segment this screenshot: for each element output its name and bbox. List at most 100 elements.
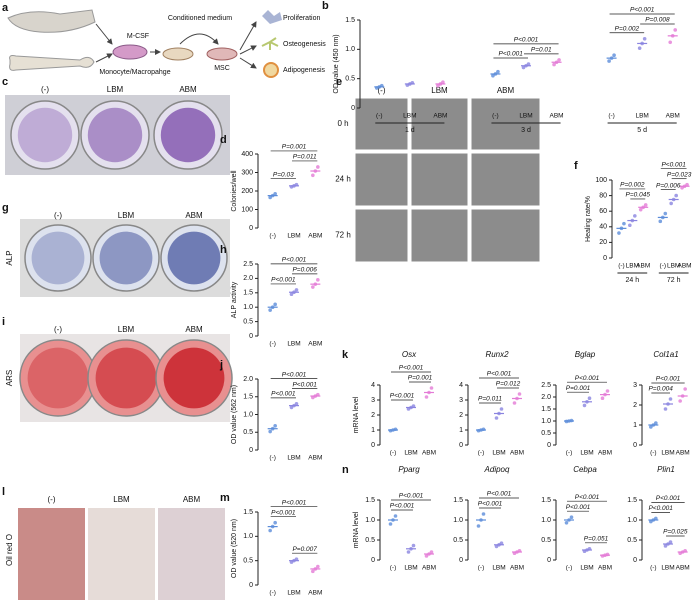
data-point — [678, 399, 682, 403]
dish — [112, 44, 148, 60]
data-point — [499, 407, 504, 411]
chart-title: Runx2 — [485, 350, 509, 359]
data-point — [663, 544, 668, 548]
data-point — [273, 520, 277, 525]
p-value: P=0.006 — [292, 267, 317, 274]
y-tick-label: 60 — [599, 208, 607, 215]
x-tick-label: ABM — [550, 113, 564, 120]
x-tick-label: LBM — [667, 263, 680, 270]
group-label: 1 d — [405, 127, 415, 134]
side-label: ARS — [5, 370, 14, 386]
y-tick-label: 2 — [371, 412, 375, 419]
arrow — [239, 57, 257, 69]
x-tick-label: (-) — [618, 263, 625, 270]
group-label: 24 h — [626, 277, 640, 284]
data-point — [406, 550, 411, 554]
p-value: P=0.051 — [584, 536, 609, 543]
y-axis-label: Healing rate/% — [585, 196, 592, 242]
data-point — [273, 191, 277, 196]
y-tick-label: 0.5 — [541, 537, 551, 544]
data-point — [481, 512, 486, 516]
chart-title: Col1a1 — [653, 350, 678, 359]
y-tick-label: 0.5 — [541, 430, 551, 437]
micrograph — [18, 508, 85, 600]
y-tick-label: 100 — [241, 206, 253, 213]
x-tick-label: (-) — [390, 565, 397, 572]
p-value: P<0.001 — [478, 501, 503, 508]
x-tick-label: (-) — [269, 341, 276, 348]
y-tick-label: 200 — [241, 188, 253, 195]
p-value: P=0.011 — [478, 396, 502, 403]
data-point — [393, 514, 398, 518]
well-stain — [167, 231, 221, 285]
data-point — [668, 540, 673, 544]
x-tick-label: LBM — [287, 455, 300, 462]
y-tick-label: 100 — [595, 177, 607, 184]
arrow — [179, 33, 219, 45]
y-axis-label: OD value (450 nm) — [333, 34, 340, 93]
y-axis-label: mRNA level — [353, 396, 360, 433]
micrograph — [470, 97, 541, 151]
data-point — [526, 62, 531, 66]
y-tick-label: 20 — [599, 239, 607, 246]
p-value: P<0.001 — [271, 391, 296, 398]
data-point — [268, 308, 272, 312]
well-stain — [99, 231, 153, 285]
y-tick-label: 0 — [371, 442, 375, 449]
column-label: LBM — [113, 495, 130, 504]
y-tick-label: 1.0 — [541, 517, 551, 524]
p-value: P<0.001 — [399, 493, 424, 500]
y-tick-label: 0.5 — [243, 318, 253, 325]
y-tick-label: 0.5 — [243, 429, 253, 436]
x-tick-label: ABM — [308, 341, 322, 348]
panel-label: a — [2, 2, 9, 14]
column-label: ABM — [185, 325, 203, 334]
dish — [162, 47, 194, 61]
chart-title: Plin1 — [657, 465, 675, 474]
adipogenesis-icon — [263, 62, 279, 78]
proliferation-icon — [262, 10, 282, 24]
data-point — [658, 219, 663, 224]
data-point — [268, 429, 272, 434]
chart-title: Osx — [402, 350, 417, 359]
micrograph — [158, 508, 225, 600]
row-label: 0 h — [337, 119, 348, 128]
y-tick-label: 0.5 — [345, 76, 355, 83]
p-value: P=0.023 — [667, 171, 692, 178]
y-tick-label: 300 — [241, 169, 253, 176]
micrograph — [88, 508, 155, 600]
chart-title: Cebpa — [573, 465, 597, 474]
data-point — [668, 40, 673, 45]
osteogenesis-icon — [261, 37, 279, 50]
p-value: P<0.001 — [661, 161, 686, 168]
data-point — [628, 223, 632, 228]
data-point — [643, 203, 648, 207]
data-point — [512, 401, 517, 405]
data-point — [316, 278, 320, 282]
p-value: P=0.001 — [566, 385, 591, 392]
x-tick-label: ABM — [666, 113, 680, 120]
micrograph — [354, 152, 409, 207]
y-tick-label: 80 — [599, 192, 607, 199]
x-tick-label: ABM — [636, 263, 650, 270]
y-tick-label: 1.5 — [453, 497, 463, 504]
y-tick-label: 0 — [459, 442, 463, 449]
y-tick-label: 0 — [351, 105, 355, 112]
x-tick-label: (-) — [478, 450, 485, 457]
y-tick-label: 2.5 — [243, 261, 253, 268]
p-value: P=0.004 — [648, 386, 673, 393]
p-value: P=0.001 — [282, 144, 307, 151]
data-point — [316, 564, 320, 569]
y-tick-label: 2 — [459, 412, 463, 419]
column-label: (-) — [54, 325, 62, 334]
micrograph — [410, 208, 469, 263]
column-label: ABM — [497, 86, 515, 95]
data-point — [499, 541, 504, 545]
outcome-label: Proliferation — [283, 15, 320, 22]
data-point — [587, 396, 592, 401]
p-value: P=0.002 — [615, 25, 640, 32]
x-tick-label: LBM — [287, 590, 300, 597]
p-value: P<0.001 — [282, 499, 307, 506]
p-value: P<0.001 — [292, 381, 317, 388]
y-tick-label: 0 — [249, 333, 253, 340]
